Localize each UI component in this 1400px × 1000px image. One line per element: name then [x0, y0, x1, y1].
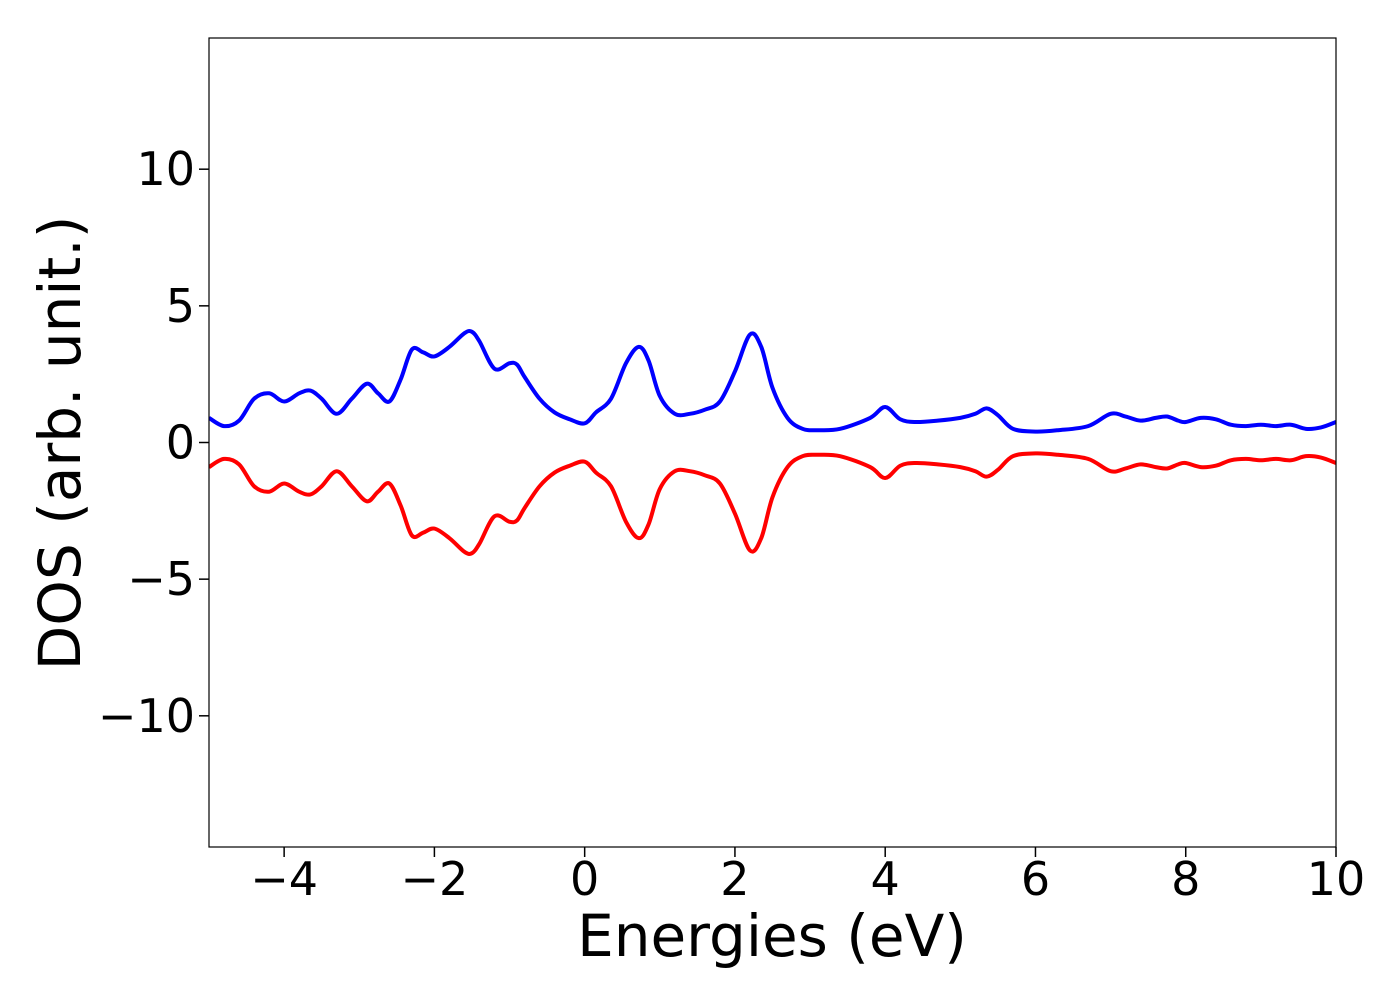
series-layer — [209, 328, 1336, 557]
dos-line-negative — [209, 451, 1336, 557]
x-tick-label: −4 — [250, 852, 318, 906]
x-tick-label: −2 — [400, 852, 468, 906]
x-tick-label: 10 — [1307, 852, 1366, 906]
y-tick-label: −5 — [127, 552, 195, 606]
y-tick-label: −10 — [98, 689, 195, 743]
x-axis-label: Energies (eV) — [577, 902, 967, 970]
x-tick-label: 2 — [720, 852, 749, 906]
y-axis-ticks: −10 −5 0 5 10 — [98, 142, 209, 743]
y-tick-label: 0 — [166, 416, 195, 470]
plot-frame — [208, 37, 1337, 848]
y-tick-label: 10 — [136, 142, 195, 196]
x-tick-label: 6 — [1021, 852, 1050, 906]
dos-line-positive — [209, 328, 1336, 434]
y-tick-label: 5 — [166, 279, 195, 333]
x-tick-label: 0 — [570, 852, 599, 906]
y-axis-label: DOS (arb. unit.) — [26, 216, 94, 671]
x-tick-label: 8 — [1171, 852, 1200, 906]
x-axis-ticks: −4 −2 0 2 4 6 8 10 — [250, 847, 1365, 906]
x-tick-label: 4 — [871, 852, 900, 906]
